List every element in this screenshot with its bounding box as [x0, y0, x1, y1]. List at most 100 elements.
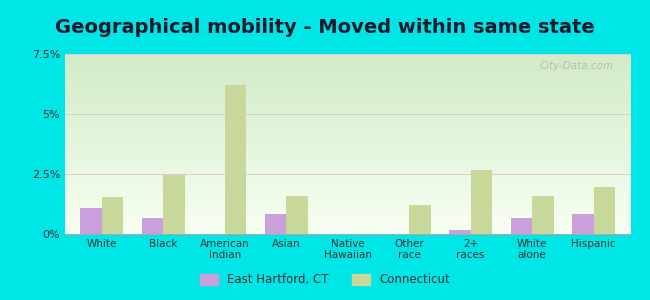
Bar — [65, 210, 630, 211]
Bar — [65, 124, 630, 125]
Bar — [65, 156, 630, 157]
Bar — [65, 54, 630, 55]
Bar — [65, 173, 630, 174]
Bar — [65, 70, 630, 71]
Bar — [65, 182, 630, 183]
Bar — [65, 207, 630, 208]
Bar — [65, 76, 630, 77]
Bar — [65, 136, 630, 137]
Bar — [65, 68, 630, 69]
Bar — [65, 135, 630, 136]
Bar — [65, 126, 630, 127]
Bar — [65, 122, 630, 123]
Bar — [163, 175, 185, 234]
Bar — [65, 139, 630, 140]
Bar — [65, 224, 630, 225]
Bar — [65, 140, 630, 141]
Bar — [65, 162, 630, 163]
Bar — [65, 117, 630, 118]
Bar — [65, 67, 630, 68]
Bar — [65, 99, 630, 100]
Bar — [65, 63, 630, 64]
Bar — [265, 214, 286, 234]
Bar — [65, 219, 630, 220]
Bar — [511, 218, 532, 234]
Bar — [65, 186, 630, 187]
Bar — [65, 137, 630, 138]
Bar — [65, 157, 630, 158]
Bar — [286, 196, 308, 234]
Bar — [65, 150, 630, 151]
Bar — [65, 187, 630, 188]
Bar — [65, 216, 630, 217]
Text: City-Data.com: City-Data.com — [540, 61, 614, 71]
Bar — [65, 205, 630, 206]
Bar — [65, 134, 630, 135]
Bar — [81, 208, 102, 234]
Bar — [65, 93, 630, 94]
Bar — [65, 115, 630, 116]
Bar — [65, 125, 630, 126]
Bar — [65, 158, 630, 159]
Bar — [65, 98, 630, 99]
Bar — [142, 218, 163, 234]
Bar — [65, 171, 630, 172]
Bar — [65, 96, 630, 97]
Bar — [65, 120, 630, 121]
Bar — [65, 181, 630, 182]
Bar — [65, 141, 630, 142]
Bar — [65, 223, 630, 224]
Bar — [65, 163, 630, 164]
Bar — [65, 116, 630, 117]
Bar — [65, 130, 630, 131]
Bar — [65, 55, 630, 56]
Bar — [65, 106, 630, 107]
Bar — [65, 226, 630, 227]
Bar — [65, 222, 630, 223]
Bar — [65, 132, 630, 133]
Bar — [410, 205, 431, 234]
Bar — [65, 108, 630, 109]
Bar — [593, 187, 615, 234]
Bar — [572, 214, 593, 234]
Bar — [65, 74, 630, 75]
Bar — [65, 90, 630, 91]
Bar — [65, 66, 630, 67]
Bar — [65, 59, 630, 60]
Bar — [65, 105, 630, 106]
Bar — [65, 143, 630, 144]
Bar — [65, 161, 630, 162]
Bar — [65, 131, 630, 132]
Bar — [65, 64, 630, 65]
Bar — [65, 197, 630, 198]
Bar — [65, 138, 630, 139]
Bar — [65, 202, 630, 203]
Bar — [65, 215, 630, 216]
Bar — [65, 188, 630, 189]
Bar — [65, 206, 630, 207]
Bar — [65, 194, 630, 195]
Bar — [65, 185, 630, 186]
Bar — [65, 58, 630, 59]
Bar — [65, 200, 630, 201]
Bar — [65, 97, 630, 98]
Bar — [65, 212, 630, 213]
Bar — [65, 220, 630, 221]
Legend: East Hartford, CT, Connecticut: East Hartford, CT, Connecticut — [195, 269, 455, 291]
Bar — [65, 217, 630, 218]
Bar — [65, 85, 630, 86]
Bar — [65, 75, 630, 76]
Bar — [65, 82, 630, 83]
Bar — [65, 175, 630, 176]
Bar — [65, 152, 630, 153]
Bar — [65, 56, 630, 57]
Bar — [65, 147, 630, 148]
Bar — [65, 149, 630, 150]
Bar — [65, 184, 630, 185]
Bar — [65, 84, 630, 85]
Bar — [65, 65, 630, 66]
Bar — [65, 89, 630, 90]
Bar — [65, 119, 630, 120]
Bar — [65, 91, 630, 92]
Bar — [65, 176, 630, 177]
